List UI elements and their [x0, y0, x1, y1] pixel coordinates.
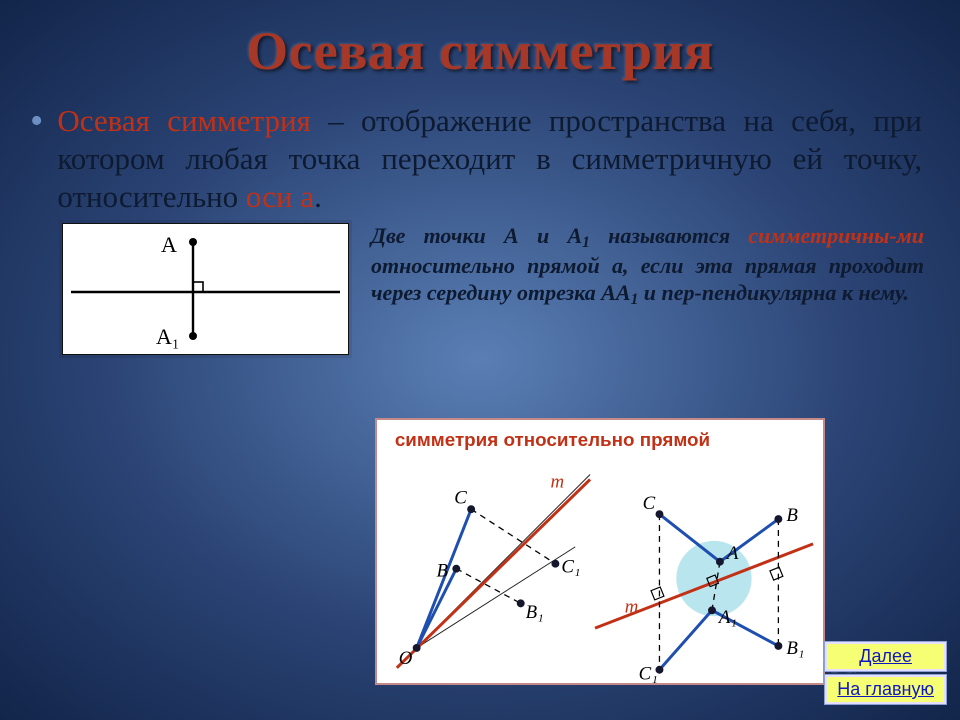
fig2-left-B-dot: [452, 565, 460, 573]
body-hl-2: оси а: [246, 179, 314, 214]
fig1-label-a1: А₁: [156, 324, 180, 349]
fig2-left-B1-dot: [517, 599, 525, 607]
fig1-label-a: А: [161, 232, 177, 257]
next-button[interactable]: Далее: [825, 642, 946, 671]
figure-2-wrap: симметрия относительно прямой O C B C₁: [375, 418, 825, 690]
figure-2: симметрия относительно прямой O C B C₁: [375, 418, 825, 685]
body-text: Осевая симметрия – отображение пространс…: [57, 102, 922, 215]
slide-title: Осевая симметрия: [0, 0, 960, 82]
bullet-icon: •: [30, 104, 43, 138]
fig2-right-B1-lbl: B₁: [786, 638, 804, 659]
fig2-right-perp-b-icon: [770, 567, 783, 580]
body-paragraph: • Осевая симметрия – отображение простра…: [0, 82, 960, 215]
fig2-left-C1-dot: [551, 560, 559, 568]
def-hl: симметричны-ми: [748, 223, 924, 248]
fig2-right-A1-lbl: A₁: [717, 607, 737, 628]
fig1-right-angle-icon: [193, 282, 203, 292]
fig2-left-O-lbl: O: [399, 648, 413, 669]
fig1-point-a: [189, 238, 197, 246]
fig2-right-B1-dot: [774, 642, 782, 650]
fig2-left-B-lbl: B: [436, 561, 448, 582]
fig2-right-B-dot: [774, 515, 782, 523]
figure-1: А А₁: [62, 223, 349, 355]
fig2-right-perp-c-icon: [651, 587, 664, 600]
body-hl-1: Осевая симметрия: [57, 103, 311, 138]
fig2-right-A-lbl: A: [725, 543, 739, 564]
fig2-left-O-dot: [413, 644, 421, 652]
fig2-left-B1-lbl: B₁: [526, 602, 544, 623]
fig2-right-group: A A₁ B B₁ C C₁ m: [595, 493, 813, 684]
fig2-right-A-dot: [716, 558, 724, 566]
slide: Осевая симметрия • Осевая симметрия – от…: [0, 0, 960, 720]
fig2-right-A1-dot: [708, 606, 716, 614]
fig2-left-C-dot: [467, 505, 475, 513]
nav-buttons: Далее На главную: [825, 642, 946, 704]
fig2-left-group: O C B C₁ B₁ m: [397, 471, 590, 668]
fig2-right-m-lbl: m: [625, 596, 639, 617]
fig2-right-C-dot: [655, 510, 663, 518]
fig2-left-C1-lbl: C₁: [561, 557, 580, 578]
fig2-right-circle: [676, 541, 751, 616]
fig2-left-m-lbl: m: [550, 471, 564, 492]
home-button[interactable]: На главную: [825, 675, 946, 704]
fig2-right-C1-lbl: C₁: [639, 664, 658, 685]
fig1-point-a1: [189, 332, 197, 340]
fig2-right-C-lbl: C: [643, 493, 656, 514]
row-fig-and-def: А А₁ Две точки А и А1 называются симметр…: [0, 215, 960, 355]
fig2-right-B-lbl: B: [786, 505, 798, 526]
definition-text: Две точки А и А1 называются симметричны-…: [371, 223, 930, 309]
fig2-caption: симметрия относительно прямой: [395, 429, 710, 450]
fig2-left-C-lbl: C: [454, 487, 467, 508]
